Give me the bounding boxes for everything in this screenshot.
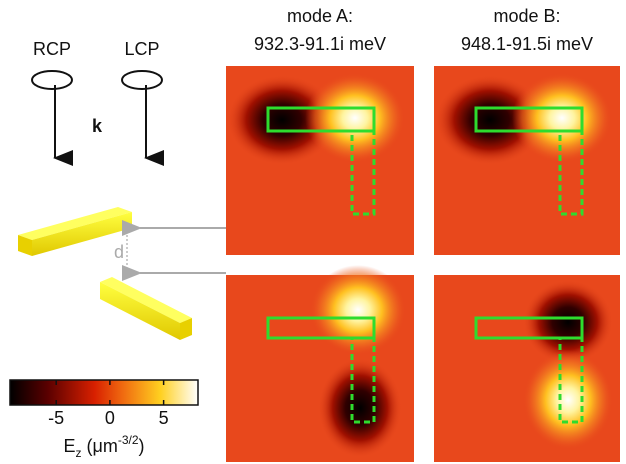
symbol: E bbox=[63, 436, 75, 456]
d-label: d bbox=[114, 242, 124, 262]
panel-subtitle: 948.1-91.5i meV bbox=[461, 34, 593, 54]
map-a-bottom bbox=[226, 265, 414, 462]
panel-title: mode B: bbox=[493, 6, 560, 26]
map-a-top bbox=[226, 66, 414, 255]
k-label: k bbox=[92, 116, 103, 136]
map-b-top bbox=[434, 66, 620, 255]
unit: (μm bbox=[81, 436, 117, 456]
colorbar-label: Ez (μm-3/2) bbox=[63, 433, 144, 460]
colorbar-tick-label: -5 bbox=[48, 408, 64, 428]
rcp-label: RCP bbox=[33, 39, 71, 59]
lcp-label: LCP bbox=[124, 39, 159, 59]
exponent: -3/2 bbox=[118, 433, 139, 447]
close: ) bbox=[139, 436, 145, 456]
panel-subtitle: 932.3-91.1i meV bbox=[254, 34, 386, 54]
colorbar bbox=[9, 379, 199, 406]
polarization-diagram: RCP LCP k d bbox=[18, 39, 226, 340]
map-b-bottom bbox=[434, 275, 620, 462]
colorbar-tick-label: 5 bbox=[159, 408, 169, 428]
field-maps bbox=[226, 66, 620, 462]
subscript: z bbox=[75, 446, 81, 460]
colorbar-tick-label: 0 bbox=[105, 408, 115, 428]
panel-title: mode A: bbox=[287, 6, 353, 26]
